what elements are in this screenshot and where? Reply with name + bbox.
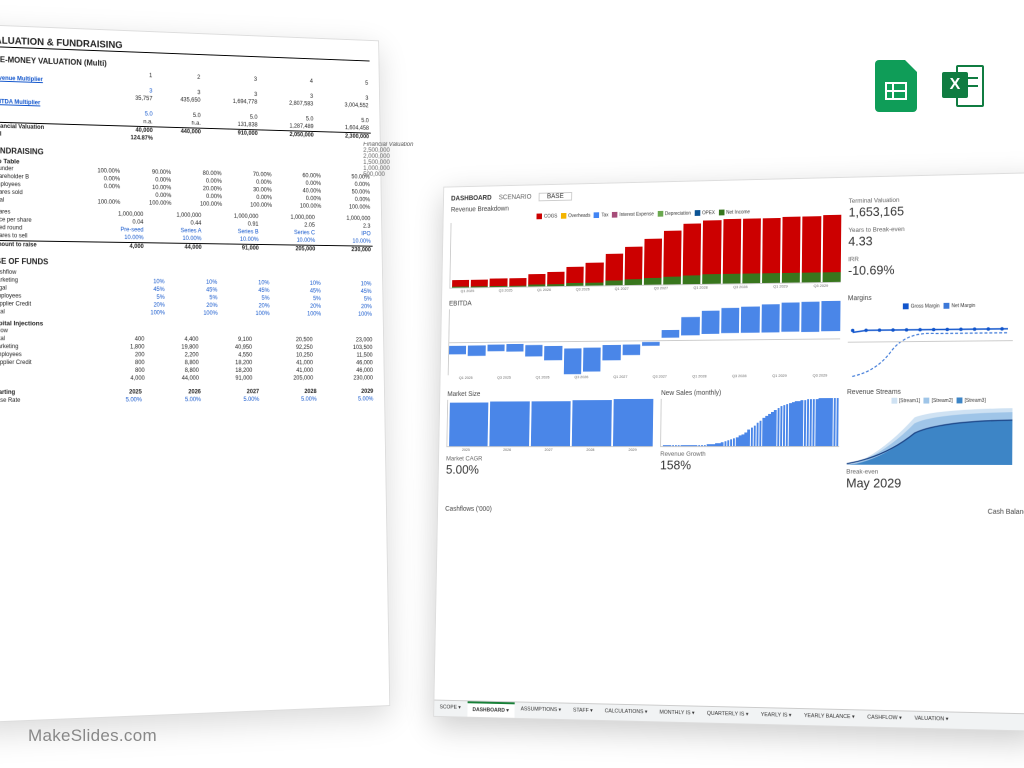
tab-dashboard[interactable]: DASHBOARD ▾: [467, 701, 514, 718]
tab-yearly-balance[interactable]: YEARLY BALANCE ▾: [798, 709, 860, 726]
scenario-label: SCENARIO: [499, 194, 532, 201]
scenario-selector[interactable]: BASE: [539, 192, 572, 201]
tab-quarterly-is[interactable]: QUARTERLY IS ▾: [701, 707, 754, 724]
tab-cashflow[interactable]: CASHFLOW ▾: [861, 710, 907, 727]
pre-money-table: 12345 Revenue Multiplier 33333 35,757435…: [0, 67, 371, 149]
dashboard-panel: DASHBOARD SCENARIO BASE Revenue Breakdow…: [433, 172, 1024, 732]
tab-staff[interactable]: STAFF ▾: [567, 704, 598, 720]
watermark: MakeSlides.com: [28, 726, 157, 746]
cashflows-label: Cashflows ('000): [445, 506, 492, 513]
dashboard-heading: DASHBOARD: [451, 195, 492, 203]
bottom-years-table: Starting 20252026202720282029 Base Rate …: [0, 388, 375, 405]
tab-valuation[interactable]: VALUATION ▾: [909, 712, 955, 729]
market-size-chart: Market Size 20252026202720282029 Market …: [445, 390, 653, 497]
excel-icon: X: [942, 60, 984, 112]
cap-table: Founder100.00%90.00%80.00%70.00%60.00%50…: [0, 165, 372, 212]
valuation-spreadsheet-panel: VALUATION & FUNDRAISING PRE-MONEY VALUAT…: [0, 24, 390, 724]
cash-balance-label: Cash Balance: [988, 509, 1024, 516]
sheet-tabs[interactable]: SCOPE ▾DASHBOARD ▾ASSUMPTIONS ▾STAFF ▾CA…: [434, 700, 1024, 731]
margins-chart: Margins Gross MarginNet Margin: [847, 293, 1024, 381]
use-of-funds-table: CashflowMarketing10%10%10%10%10%Legal45%…: [0, 269, 374, 319]
key-metrics: Terminal Valuation 1,653,165 Years to Br…: [848, 194, 1024, 288]
share-details-table: Shares 1,000,0001,000,0001,000,0001,000,…: [0, 208, 373, 254]
use-of-funds-heading: USE OF FUNDS: [0, 257, 373, 271]
google-sheets-icon: [875, 60, 917, 112]
tab-monthly-is[interactable]: MONTHLY IS ▾: [654, 706, 700, 723]
app-icons: X: [875, 60, 984, 112]
tab-assumptions[interactable]: ASSUMPTIONS ▾: [515, 702, 567, 719]
ebitda-chart: EBITDA Q1 2025Q3 2025Q1 2026Q3 2026Q1 20…: [448, 296, 841, 384]
new-sales-chart: New Sales (monthly) Revenue Growth 158%: [660, 389, 840, 498]
tab-yearly-is[interactable]: YEARLY IS ▾: [755, 708, 797, 725]
revenue-breakdown-chart: Revenue Breakdown COGSOverheadsTaxIntere…: [449, 198, 841, 293]
tab-calculations[interactable]: CALCULATIONS ▾: [599, 704, 653, 721]
tab-scope[interactable]: SCOPE ▾: [434, 701, 466, 717]
injections-table: InflowTotal4004,4009,10020,50023,000Mark…: [0, 327, 375, 383]
revenue-streams-chart: Revenue Streams [Stream1][Stream2][Strea…: [846, 388, 1024, 499]
